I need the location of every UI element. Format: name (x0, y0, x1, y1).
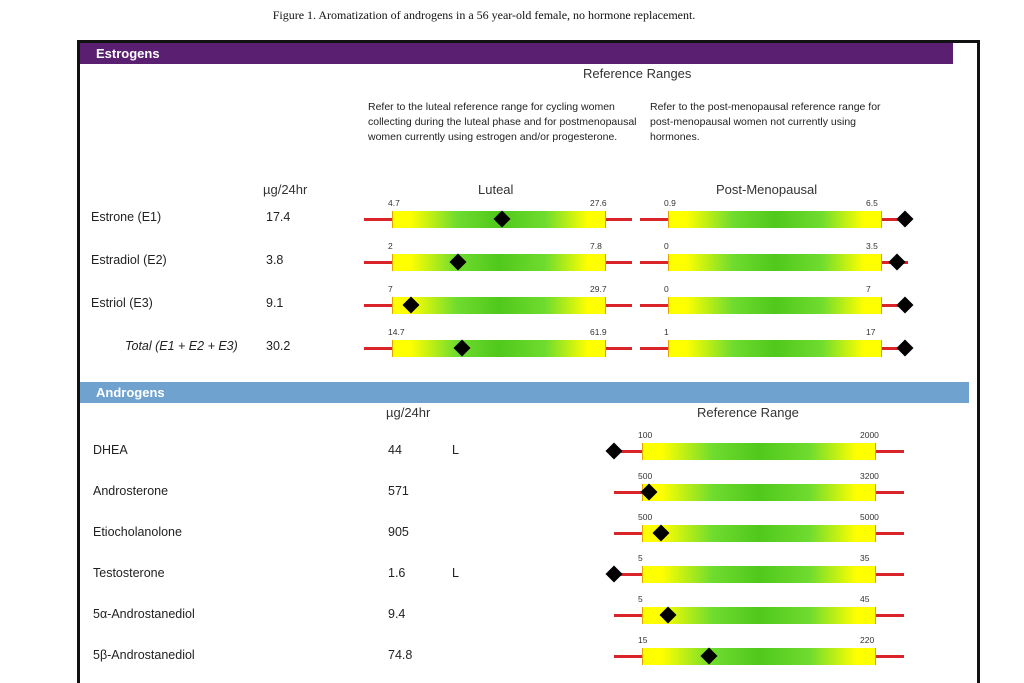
androgen-range-low: 500 (638, 471, 653, 481)
estrogen-row-value: 3.8 (266, 253, 284, 267)
figure-caption: Figure 1. Aromatization of androgens in … (272, 8, 696, 22)
androgen-range-high: 2000 (860, 430, 879, 440)
androgen-row-flag: L (452, 566, 459, 580)
estrogen-row-value: 9.1 (266, 296, 284, 310)
postmenopausal-range-bar: 0 3.5 (640, 241, 908, 273)
androgen-range-high: 5000 (860, 512, 879, 522)
postmenopausal-normal-zone (668, 297, 882, 314)
estrogen-row-label: Estriol (E3) (91, 296, 153, 310)
androgen-range-bar: 15 220 (614, 635, 904, 667)
androgen-normal-zone (642, 443, 876, 460)
androgen-row-flag: L (452, 443, 459, 457)
luteal-range-high: 29.7 (590, 284, 607, 294)
androgen-range-bar: 500 5000 (614, 512, 904, 544)
androgen-range-low: 500 (638, 512, 653, 522)
postmenopausal-range-high: 6.5 (866, 198, 878, 208)
androgen-normal-zone (642, 648, 876, 665)
androgen-row-label: Androsterone (93, 484, 169, 498)
androgen-row-label: 5β-Androstanediol (93, 648, 195, 662)
estrogen-row-value: 30.2 (266, 339, 291, 353)
androgen-range-low: 5 (638, 594, 643, 604)
postmenopausal-normal-zone (668, 211, 882, 228)
luteal-range-bar: 4.7 27.6 (364, 198, 632, 230)
luteal-normal-zone (392, 297, 606, 314)
estrogen-unit-header: µg/24hr (263, 182, 308, 197)
androgen-range-high: 45 (860, 594, 870, 604)
postmenopausal-range-low: 1 (664, 327, 669, 337)
androgen-range-low: 5 (638, 553, 643, 563)
androgen-row-value: 44 (388, 443, 402, 457)
androgen-range-high: 3200 (860, 471, 879, 481)
androgen-range-low: 15 (638, 635, 648, 645)
luteal-range-bar: 2 7.8 (364, 241, 632, 273)
androgen-row-label: DHEA (93, 443, 128, 457)
luteal-normal-zone (392, 340, 606, 357)
androgen-unit-header: µg/24hr (386, 405, 431, 420)
androgen-normal-zone (642, 566, 876, 583)
postmenopausal-column-header: Post-Menopausal (716, 182, 818, 197)
androgen-row-label: Testosterone (93, 566, 165, 580)
androgen-range-bar: 5 35 (605, 553, 904, 585)
luteal-range-bar: 7 29.7 (364, 284, 632, 316)
luteal-range-bar: 14.7 61.9 (364, 327, 632, 359)
androgen-row-value: 74.8 (388, 648, 413, 662)
androgen-row-value: 1.6 (388, 566, 406, 580)
androgen-normal-zone (642, 525, 876, 542)
postmenopausal-normal-zone (668, 340, 882, 357)
postmenopausal-range-high: 7 (866, 284, 871, 294)
luteal-range-high: 61.9 (590, 327, 607, 337)
luteal-range-low: 4.7 (388, 198, 400, 208)
postmenopausal-range-low: 0.9 (664, 198, 676, 208)
androgen-row-value: 571 (388, 484, 409, 498)
postmenopausal-range-low: 0 (664, 284, 669, 294)
luteal-note: Refer to the luteal reference range for … (368, 101, 637, 143)
androgen-reference-header: Reference Range (697, 405, 799, 420)
androgen-normal-zone (642, 607, 876, 624)
androgens-header: Androgens (80, 382, 969, 403)
estrogen-row-label: Estrone (E1) (91, 210, 162, 224)
estrogen-row-label: Estradiol (E2) (91, 253, 167, 267)
postmenopausal-range-bar: 1 17 (640, 327, 914, 359)
estrogen-row-value: 17.4 (266, 210, 291, 224)
estrogen-row-label: Total (E1 + E2 + E3) (125, 339, 238, 353)
androgen-range-high: 220 (860, 635, 875, 645)
androgen-row-label: 5α-Androstanediol (93, 607, 195, 621)
luteal-range-low: 2 (388, 241, 393, 251)
estrogens-header: Estrogens (80, 43, 953, 64)
androgen-row-label: Etiocholanolone (93, 525, 182, 539)
postmenopausal-range-low: 0 (664, 241, 669, 251)
androgen-range-bar: 5 45 (614, 594, 904, 626)
reference-ranges-title: Reference Ranges (583, 66, 692, 81)
androgen-normal-zone (642, 484, 876, 501)
postmenopausal-normal-zone (668, 254, 882, 271)
androgen-range-bar: 500 3200 (614, 471, 904, 503)
androgen-row-value: 9.4 (388, 607, 406, 621)
luteal-column-header: Luteal (478, 182, 514, 197)
androgen-range-low: 100 (638, 430, 653, 440)
luteal-range-high: 7.8 (590, 241, 602, 251)
luteal-normal-zone (392, 254, 606, 271)
androgen-row-value: 905 (388, 525, 409, 539)
luteal-range-high: 27.6 (590, 198, 607, 208)
luteal-range-low: 14.7 (388, 327, 405, 337)
androgen-range-bar: 100 2000 (605, 430, 904, 462)
androgen-range-high: 35 (860, 553, 870, 563)
postmenopausal-result-marker (888, 253, 906, 271)
postmenopausal-range-bar: 0.9 6.5 (640, 198, 914, 230)
postmenopausal-note: Refer to the post-menopausal reference r… (650, 101, 881, 143)
postmenopausal-range-high: 3.5 (866, 241, 878, 251)
postmenopausal-range-high: 17 (866, 327, 876, 337)
luteal-range-low: 7 (388, 284, 393, 294)
